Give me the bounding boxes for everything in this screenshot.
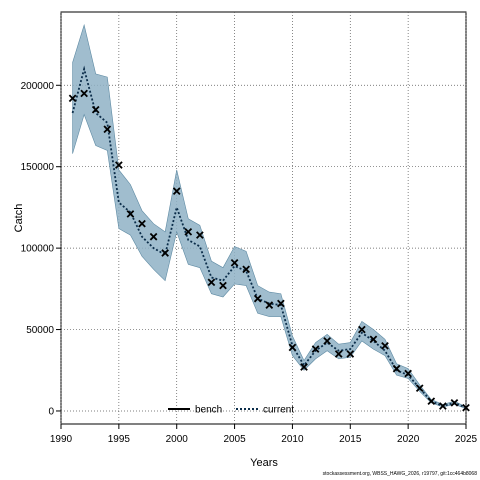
bench-point-stroke <box>288 343 297 352</box>
bench-point-stroke <box>115 161 123 169</box>
bench-point-stroke <box>427 397 436 406</box>
bench-point <box>161 249 169 257</box>
bench-point <box>369 335 378 344</box>
bench-point-stroke <box>196 231 204 239</box>
bench-point-stroke <box>265 301 274 309</box>
bench-point-stroke <box>242 265 250 274</box>
bench-point-stroke <box>91 105 100 114</box>
x-tick-label: 2005 <box>223 434 246 445</box>
x-tick-label: 1995 <box>108 434 131 445</box>
bench-point-stroke <box>462 403 470 412</box>
bench-point <box>288 343 297 352</box>
bench-point-stroke <box>369 335 378 344</box>
bench-point <box>68 94 77 103</box>
bench-point <box>323 337 331 345</box>
band-area <box>72 23 467 409</box>
x-tick-label: 2020 <box>397 434 420 445</box>
bench-point-stroke <box>68 94 77 103</box>
y-tick-label: 150000 <box>21 162 55 173</box>
bench-markers <box>68 89 470 412</box>
x-tick-label: 2015 <box>339 434 362 445</box>
series-line-bench <box>73 93 466 407</box>
bench-point-stroke <box>358 325 366 334</box>
series-lines <box>71 65 467 409</box>
bench-point-stroke <box>300 363 308 371</box>
y-tick-label: 100000 <box>21 244 55 255</box>
bench-point <box>277 299 285 308</box>
legend-bench-label: bench <box>195 405 222 416</box>
bench-point-stroke <box>219 281 227 290</box>
bench-point <box>265 301 274 309</box>
bench-point <box>427 397 436 406</box>
bench-point <box>404 369 412 378</box>
x-axis: 1990 1995 2000 2005 2010 2015 2020 2025 <box>50 424 478 445</box>
bench-point <box>219 281 227 290</box>
bench-point-stroke <box>392 364 401 373</box>
bench-point <box>91 105 100 114</box>
bench-point-stroke <box>404 369 412 378</box>
bench-point <box>381 341 389 350</box>
bench-point-stroke <box>230 258 239 267</box>
bench-point-stroke <box>323 337 331 345</box>
bench-point-stroke <box>334 350 343 358</box>
bench-point-stroke <box>103 125 112 134</box>
bench-point <box>149 232 158 241</box>
y-tick-label: 0 <box>48 406 54 417</box>
bench-point <box>415 384 424 393</box>
bench-point <box>346 350 355 358</box>
bench-point-stroke <box>161 249 169 257</box>
bench-point-stroke <box>172 187 181 195</box>
bench-point <box>138 219 146 228</box>
legend: bench current <box>168 405 294 416</box>
x-tick-label: 2025 <box>455 434 478 445</box>
bench-point <box>80 89 88 98</box>
bench-point <box>196 231 204 239</box>
bench-point <box>103 125 112 134</box>
bench-point <box>172 187 181 195</box>
bench-point-stroke <box>138 219 146 228</box>
bench-point-stroke <box>80 89 88 98</box>
legend-current-label: current <box>263 405 294 416</box>
bench-point-stroke <box>415 384 424 393</box>
bench-point-stroke <box>439 402 447 410</box>
bench-point <box>462 403 470 412</box>
bench-point-stroke <box>253 294 262 303</box>
bench-point <box>358 325 366 334</box>
y-tick-label: 200000 <box>21 81 55 92</box>
bench-point <box>439 402 447 410</box>
bench-point-stroke <box>149 232 158 241</box>
x-tick-label: 2000 <box>166 434 189 445</box>
x-axis-label: Years <box>250 457 278 469</box>
bench-point-stroke <box>311 345 320 353</box>
bench-point-stroke <box>126 210 135 218</box>
x-tick-label: 1990 <box>50 434 73 445</box>
bench-point <box>230 258 239 267</box>
bench-point <box>242 265 250 274</box>
y-tick-label: 50000 <box>26 325 54 336</box>
bench-point <box>450 398 459 407</box>
y-axis: 0 50000 100000 150000 200000 <box>21 81 61 417</box>
bench-point <box>311 345 320 353</box>
bench-point-stroke <box>184 228 193 236</box>
bench-point <box>253 294 262 303</box>
series-line-current <box>71 65 467 409</box>
bench-point <box>392 364 401 373</box>
bench-point-stroke <box>277 299 285 308</box>
confidence-band <box>72 23 467 409</box>
bench-point <box>207 278 216 287</box>
bench-point <box>300 363 308 371</box>
x-tick-label: 2010 <box>281 434 304 445</box>
bench-point-stroke <box>207 278 216 287</box>
footnote: stockassessment.org, WBSS_HAWG_2026, r19… <box>322 471 477 477</box>
y-axis-label: Catch <box>13 204 25 233</box>
bench-point-stroke <box>346 350 355 358</box>
bench-point <box>334 350 343 358</box>
bench-point <box>184 228 193 236</box>
bench-point <box>126 210 135 218</box>
bench-point-stroke <box>381 341 389 350</box>
plot-frame <box>60 11 467 425</box>
bench-point-stroke <box>450 398 459 407</box>
bench-point <box>115 161 123 169</box>
